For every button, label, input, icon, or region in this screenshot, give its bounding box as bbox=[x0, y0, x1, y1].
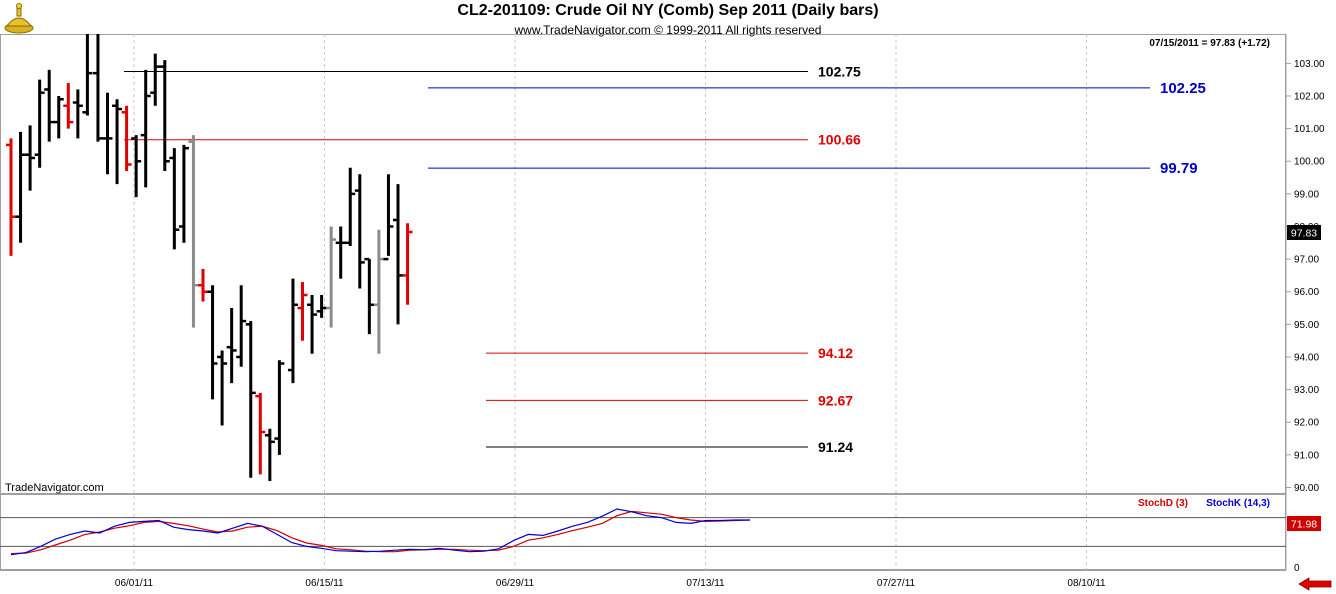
x-tick-label: 06/01/11 bbox=[115, 578, 154, 589]
ohlc-bar bbox=[217, 350, 228, 426]
ohlc-bar bbox=[72, 89, 83, 139]
ohlc-bar bbox=[287, 278, 298, 384]
ohlc-bar bbox=[150, 53, 161, 106]
x-tick-label: 08/10/11 bbox=[1067, 578, 1106, 589]
y-tick-label: 103.00 bbox=[1294, 59, 1325, 70]
ohlc-bar bbox=[34, 79, 45, 168]
ohlc-bar bbox=[25, 125, 36, 191]
x-axis-ticks: 06/01/11 06/15/11 06/29/11 07/13/11 07/27/11… bbox=[115, 578, 1106, 589]
genie-lamp-icon bbox=[4, 3, 34, 34]
price-level-lines: 102.75 102.25 100.66 99.79 94.12 92.67 91.24 bbox=[124, 64, 1206, 455]
ohlc-bar bbox=[131, 135, 142, 198]
ohlc-bar bbox=[402, 223, 413, 305]
ohlc-bar bbox=[112, 99, 123, 185]
level-label: 102.75 bbox=[818, 64, 861, 80]
ohlc-bar bbox=[316, 294, 327, 318]
y-tick-label: 94.00 bbox=[1294, 352, 1319, 363]
ohlc-bar bbox=[255, 392, 266, 475]
ohlc-bar bbox=[274, 360, 285, 455]
level-label: 91.24 bbox=[818, 439, 853, 455]
current-stoch-badge: 71.98 bbox=[1287, 516, 1321, 531]
level-label: 92.67 bbox=[818, 392, 853, 408]
y-axis-ticks: 103.00102.00101.00100.0099.0098.0097.009… bbox=[1286, 59, 1325, 494]
ohlc-bar bbox=[44, 69, 55, 142]
x-tick-label: 07/27/11 bbox=[877, 578, 916, 589]
copyright-subtitle: www.TradeNavigator.com © 1999-2011 All r… bbox=[514, 23, 822, 37]
ohlc-bar bbox=[15, 131, 26, 243]
ohlc-bar bbox=[373, 229, 384, 354]
y-tick-label: 92.00 bbox=[1294, 418, 1319, 429]
y-tick-label: 100.00 bbox=[1294, 157, 1325, 168]
ohlc-bar bbox=[335, 226, 346, 279]
y-tick-label: 93.00 bbox=[1294, 385, 1319, 396]
legend-stoch-d: StochD (3) bbox=[1138, 498, 1188, 509]
ohlc-bar bbox=[121, 105, 132, 172]
y-tick-label: 101.00 bbox=[1294, 124, 1325, 135]
y-tick-label: 102.00 bbox=[1294, 91, 1325, 102]
y-tick-label: 95.00 bbox=[1294, 320, 1319, 331]
ohlc-bar bbox=[364, 257, 375, 335]
ohlc-bar bbox=[169, 148, 180, 250]
ohlc-bar bbox=[393, 184, 403, 325]
level-label: 102.25 bbox=[1160, 80, 1206, 97]
ohlc-bar bbox=[159, 60, 170, 172]
ohlc-bar bbox=[245, 321, 256, 478]
stoch-series-line bbox=[10, 508, 750, 556]
ohlc-bar bbox=[383, 174, 394, 261]
ohlc-bar bbox=[102, 92, 113, 175]
level-label: 100.66 bbox=[818, 132, 861, 148]
red-left-arrow-icon[interactable] bbox=[1298, 577, 1332, 591]
y-tick-label: 99.00 bbox=[1294, 189, 1319, 200]
watermark-text: TradeNavigator.com bbox=[5, 482, 104, 494]
ohlc-bar bbox=[188, 135, 199, 328]
ohlc-bar bbox=[226, 308, 237, 384]
ohlc-bar bbox=[354, 174, 365, 289]
current-price-badge: 97.83 bbox=[1287, 225, 1321, 240]
level-label: 94.12 bbox=[818, 345, 853, 361]
svg-text:71.98: 71.98 bbox=[1291, 519, 1317, 531]
oscillator-panel-frame bbox=[0, 494, 1286, 570]
ohlc-bar bbox=[82, 34, 93, 116]
ohlc-bar bbox=[140, 69, 151, 188]
ohlc-bar bbox=[264, 428, 275, 481]
level-label: 99.79 bbox=[1160, 160, 1198, 177]
stochastic-oscillator bbox=[0, 508, 1286, 556]
ohlc-bar bbox=[6, 138, 16, 256]
ohlc-bar bbox=[307, 294, 318, 354]
ohlc-bar bbox=[345, 167, 356, 247]
y-tick-label: 90.00 bbox=[1294, 483, 1319, 494]
ohlc-bar bbox=[63, 82, 74, 129]
ohlc-bar bbox=[326, 226, 337, 328]
stoch-zero-tick: 0 bbox=[1294, 563, 1300, 574]
chart-title: CL2-201109: Crude Oil NY (Comb) Sep 2011… bbox=[457, 2, 879, 19]
last-quote-label: 07/15/2011 = 97.83 (+1.72) bbox=[1149, 38, 1270, 49]
vertical-gridlines bbox=[133, 34, 1087, 570]
ohlc-bar bbox=[198, 268, 208, 302]
y-tick-label: 97.00 bbox=[1294, 255, 1319, 266]
ohlc-bar bbox=[207, 285, 218, 400]
x-tick-label: 06/15/11 bbox=[305, 578, 344, 589]
ohlc-bar bbox=[236, 285, 247, 367]
ohlc-bar bbox=[297, 281, 308, 341]
y-tick-label: 91.00 bbox=[1294, 450, 1319, 461]
x-tick-label: 07/13/11 bbox=[686, 578, 725, 589]
y-tick-label: 96.00 bbox=[1294, 287, 1319, 298]
x-tick-label: 06/29/11 bbox=[496, 578, 535, 589]
ohlc-bar bbox=[53, 95, 64, 139]
legend-stoch-k: StochK (14,3) bbox=[1206, 498, 1270, 509]
price-bars bbox=[6, 34, 413, 481]
svg-text:97.83: 97.83 bbox=[1291, 228, 1317, 240]
ohlc-bar bbox=[92, 34, 103, 142]
ohlc-bar bbox=[178, 144, 189, 243]
